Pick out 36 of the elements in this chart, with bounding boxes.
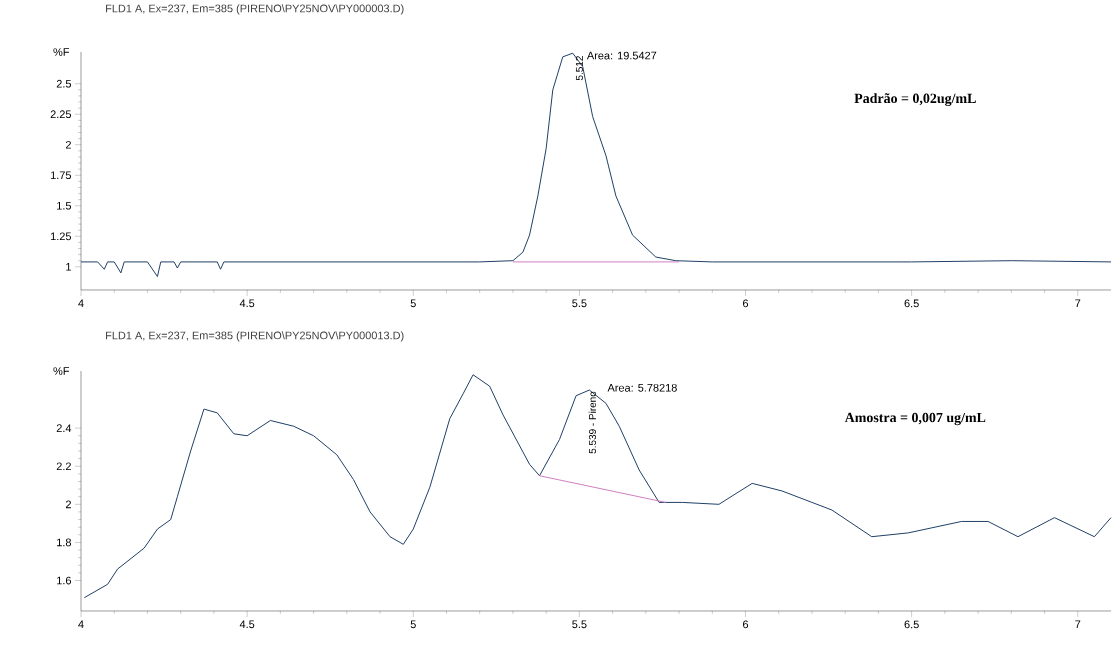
x-tick-label: 4.5 [239, 620, 255, 629]
x-tick-label: 5 [410, 299, 416, 308]
y-tick-label: 1 [66, 263, 71, 271]
y-tick-label: 1.8 [57, 538, 71, 547]
annotation: Area: 5.78218 [607, 383, 677, 392]
annotation: Padrão = 0,02ug/mL [854, 93, 976, 106]
annotation: Amostra = 0,007 ug/mL [844, 412, 986, 426]
y-axis-title: %F [53, 367, 70, 375]
x-tick-label: 5 [410, 620, 416, 629]
y-tick-label: 1.6 [57, 576, 71, 585]
x-tick-label: 7 [1075, 620, 1081, 629]
y-tick-label: 2 [65, 140, 71, 149]
x-tick-label: 4.5 [239, 299, 255, 308]
x-tick-label: 6.5 [904, 620, 919, 629]
x-tick-label: 4 [78, 620, 84, 629]
x-tick-label: 6 [743, 620, 749, 629]
y-tick-label: 2.4 [56, 424, 72, 432]
x-tick-label: 6 [743, 299, 749, 308]
chart-title: FLD1 A, Ex=237, Em=385 (PIRENO\PY25NOV\PY000013.D) [106, 331, 404, 342]
y-tick-label: 1.25 [50, 232, 72, 241]
y-tick-label: 2.2 [56, 462, 71, 471]
x-tick-label: 6.5 [904, 299, 919, 308]
annotation: 5.512 [575, 56, 583, 81]
x-tick-label: 7 [1075, 299, 1081, 308]
annotation: Area: 19.5427 [586, 51, 657, 60]
y-tick-label: 2.5 [56, 79, 72, 88]
y-tick-label: 1.75 [50, 171, 72, 180]
y-tick-label: 1.5 [57, 201, 72, 210]
x-tick-label: 5.5 [572, 620, 587, 629]
annotation: 5.539 - Pireno [588, 391, 596, 454]
y-tick-label: 2 [65, 500, 71, 509]
x-tick-label: 4 [78, 299, 84, 308]
y-tick-label: 2.25 [50, 110, 72, 119]
y-axis-title: %F [53, 48, 70, 56]
x-tick-label: 5.5 [572, 299, 587, 308]
chart-title: FLD1 A, Ex=237, Em=385 (PIRENO\PY25NOV\PY000003.D) [106, 4, 404, 15]
